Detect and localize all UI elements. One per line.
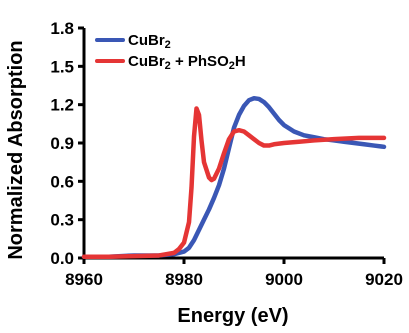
x-axis-title: Energy (eV) — [177, 305, 288, 327]
axes: 0.0 0.3 0.6 0.9 1.2 1.5 1.8 8960 8980 9000 9020 — [50, 19, 403, 289]
series-lines — [81, 96, 387, 259]
legend-entry-cubr2: CuBr2 — [95, 32, 171, 51]
y-tick-label-6: 1.8 — [50, 19, 74, 38]
legend-entry-cubr2-phso2h: CuBr2 + PhSO2H — [95, 53, 246, 72]
y-axis-title: Normalized Absorption — [5, 40, 27, 259]
y-tick-label-5: 1.5 — [50, 57, 74, 76]
x-tick-label-1: 8980 — [165, 270, 203, 289]
y-tick-label-3: 0.9 — [50, 134, 74, 153]
y-tick-label-0: 0.0 — [50, 249, 74, 268]
series-line-0 — [81, 96, 387, 259]
x-tick-label-3: 9020 — [365, 270, 403, 289]
x-tick-label-0: 8960 — [65, 270, 103, 289]
x-tick-label-2: 9000 — [265, 270, 303, 289]
legend-label-cubr2-phso2h: CuBr2 + PhSO2H — [128, 53, 246, 72]
y-tick-label-1: 0.3 — [50, 211, 74, 230]
legend: CuBr2 CuBr2 + PhSO2H — [95, 32, 246, 72]
y-tick-label-2: 0.6 — [50, 172, 74, 191]
series-line-1 — [81, 106, 387, 259]
legend-label-cubr2: CuBr2 — [128, 32, 171, 51]
y-tick-label-4: 1.2 — [50, 96, 74, 115]
